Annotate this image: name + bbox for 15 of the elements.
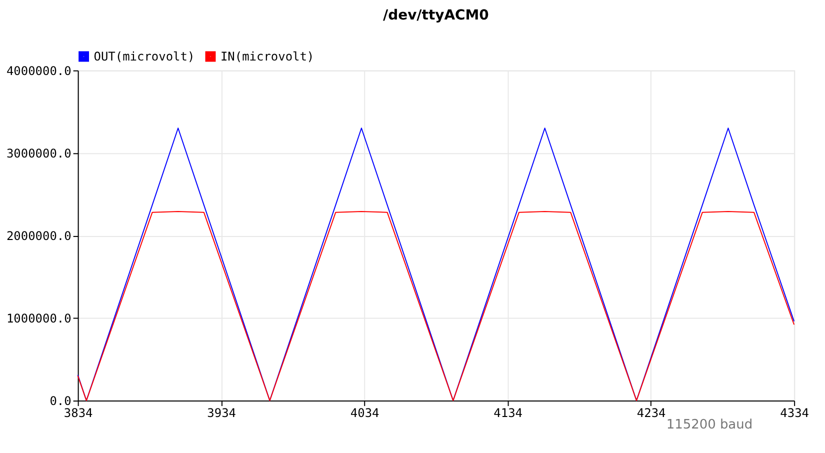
chart-title: /dev/ttyACM0 <box>383 7 490 24</box>
y-tick-label: 0.0 <box>50 394 72 408</box>
legend-label: OUT(microvolt) <box>94 50 195 64</box>
y-tick-label: 4000000.0 <box>6 64 72 78</box>
x-tick-label: 4234 <box>636 406 666 420</box>
y-tick-label: 3000000.0 <box>6 146 72 160</box>
y-tick-label: 1000000.0 <box>6 312 72 326</box>
text: 115200 baud <box>666 417 753 432</box>
x-tick-label: 3934 <box>207 406 236 420</box>
x-tick-label: 3834 <box>64 406 93 420</box>
x-tick-label: 4334 <box>780 406 809 420</box>
x-tick-label: 4134 <box>494 406 522 420</box>
x-tick-label: 4034 <box>350 406 380 420</box>
legend-label: IN(microvolt) <box>220 50 314 64</box>
y-tick-label: 2000000.0 <box>6 228 72 243</box>
